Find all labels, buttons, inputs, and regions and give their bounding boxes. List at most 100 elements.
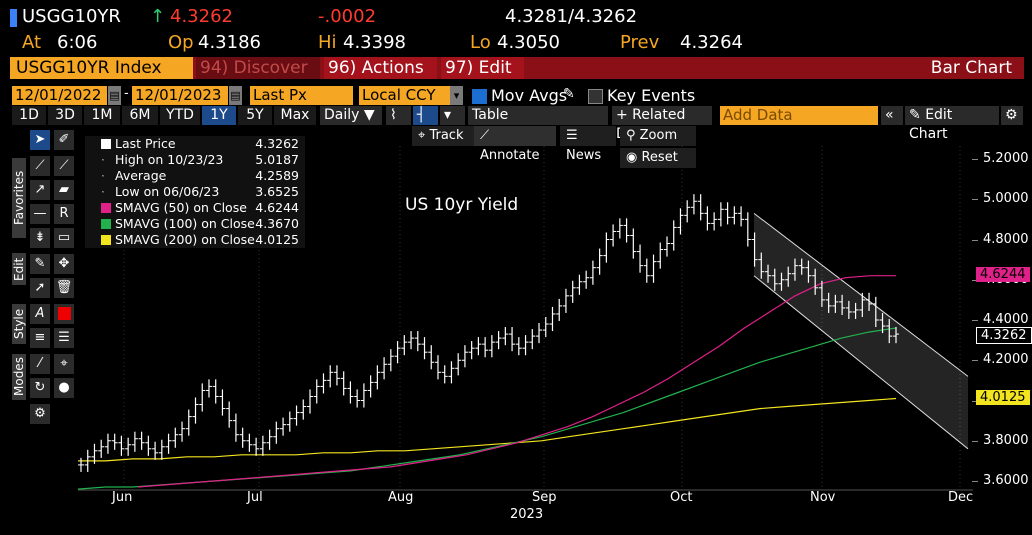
fib-icon[interactable]: ⇟	[30, 228, 50, 248]
currency-select[interactable]: Local CCY	[359, 86, 450, 105]
legend-label: Low on 06/06/23	[115, 184, 220, 199]
price-bar	[522, 335, 529, 356]
settings-icon[interactable]: ⚙	[30, 404, 50, 424]
line-style-icon[interactable]: ☰	[54, 328, 74, 348]
legend-label: SMAVG (50) on Close	[115, 200, 247, 215]
trash-icon[interactable]: 🗑	[54, 278, 74, 298]
legend-value: 5.0187	[255, 152, 299, 167]
text-icon[interactable]: R	[54, 204, 74, 224]
net-change: -.0002	[318, 6, 377, 27]
x-year-label: 2023	[510, 507, 544, 522]
refresh-icon[interactable]: ↻	[30, 378, 50, 398]
price-bar	[825, 292, 832, 313]
price-chart[interactable]	[78, 126, 973, 526]
annotate-button[interactable]: ⟋ Annotate	[474, 126, 556, 163]
caret-down-icon[interactable]: ▾	[450, 86, 463, 105]
price-bar	[428, 345, 435, 370]
cursor-icon[interactable]: ➤	[30, 130, 50, 150]
price-bar	[690, 194, 697, 215]
legend-label: High on 10/23/23	[115, 152, 224, 167]
legend-marker-icon: ·	[101, 153, 105, 167]
period-6m[interactable]: 6M	[122, 106, 158, 125]
start-date-field[interactable]: 12/01/2022	[12, 86, 107, 105]
calendar-icon[interactable]: ▤	[229, 86, 242, 105]
calendar-icon[interactable]: ▤	[108, 86, 121, 105]
field-select[interactable]: Last Px	[250, 86, 353, 105]
table-button[interactable]: Table	[468, 106, 608, 125]
open-label: Op	[168, 32, 194, 53]
pencil-icon[interactable]: ✎	[563, 86, 575, 102]
frequency-select[interactable]: Daily ▼	[320, 106, 382, 125]
arrow-line-icon[interactable]: ↗	[30, 180, 50, 200]
price-bar	[542, 316, 549, 338]
low-label: Lo	[470, 32, 491, 53]
zoom-label: Zoom	[639, 128, 678, 143]
period-1d[interactable]: 1D	[12, 106, 46, 125]
lasso-icon[interactable]: ⁄	[30, 354, 50, 374]
y-value-tag: 4.0125	[976, 389, 1030, 405]
price-bar	[731, 206, 738, 225]
legend-label: Last Price	[115, 136, 176, 151]
add-data-field[interactable]: Add Data	[720, 106, 878, 125]
legend-value: 4.2589	[255, 168, 299, 183]
period-1m[interactable]: 1M	[84, 106, 120, 125]
style-tab[interactable]: Style	[12, 304, 26, 344]
price-bar	[704, 206, 711, 231]
favorites-tab[interactable]: Favorites	[12, 158, 26, 238]
line-chart-icon[interactable]: ⌇	[386, 106, 411, 125]
color-icon[interactable]	[54, 304, 74, 324]
legend-value: 4.6244	[255, 200, 299, 215]
select-icon[interactable]: ➚	[30, 278, 50, 298]
trendline-icon[interactable]: ⟋	[30, 156, 50, 176]
legend-item: SMAVG (50) on Close 4.6244	[85, 200, 305, 216]
legend-marker-icon: ·	[101, 185, 105, 199]
bar-chart-icon[interactable]: ┤	[413, 106, 438, 125]
ray-icon[interactable]: ⟋	[54, 156, 74, 176]
price-bar	[259, 435, 266, 456]
chart-type-caret-icon[interactable]: ▾	[440, 106, 465, 125]
font-icon[interactable]: A	[30, 304, 50, 324]
price-bar	[616, 218, 623, 239]
horizontal-line-icon[interactable]: —	[30, 204, 50, 224]
edit-menu[interactable]: 97) Edit ▾	[441, 57, 524, 100]
price-bar	[152, 441, 159, 460]
period-max[interactable]: Max	[274, 106, 316, 125]
edit-chart-button[interactable]: ✎ Edit Chart	[905, 106, 999, 142]
edit-tab[interactable]: Edit	[12, 253, 26, 285]
period-5y[interactable]: 5Y	[238, 106, 272, 125]
period-ytd[interactable]: YTD	[160, 106, 200, 125]
rectangle-icon[interactable]: ▭	[54, 228, 74, 248]
price-bar	[475, 337, 482, 356]
line-weight-icon[interactable]: ≡	[30, 328, 50, 348]
modes-tab[interactable]: Modes	[12, 354, 26, 400]
move-icon[interactable]: ✥	[54, 254, 74, 274]
news-button[interactable]: ☰ News	[560, 126, 616, 163]
price-bar	[98, 439, 105, 458]
collapse-icon[interactable]: «	[881, 106, 903, 125]
legend-item: · Low on 06/06/23 3.6525	[85, 184, 305, 200]
period-1y[interactable]: 1Y	[202, 106, 236, 125]
pen-icon[interactable]: ✐	[54, 130, 74, 150]
price-bar	[509, 327, 516, 352]
period-3d[interactable]: 3D	[48, 106, 82, 125]
zoom-button[interactable]: ⚲ Zoom	[620, 126, 696, 146]
price-bar	[145, 435, 152, 456]
ticker: USGG10YR	[22, 6, 121, 27]
news-label: News	[566, 148, 602, 163]
discover-menu[interactable]: 94) Discover ▾	[196, 57, 320, 100]
end-date-field[interactable]: 12/01/2023	[132, 86, 228, 105]
y-tick-label: 5.2000	[983, 151, 1029, 166]
actions-menu[interactable]: 96) Actions ▾	[324, 57, 437, 100]
related-data-button[interactable]: + Related Dat	[612, 106, 712, 142]
reset-button[interactable]: ◉ Reset	[620, 148, 696, 168]
palette-icon[interactable]: ●	[54, 378, 74, 398]
legend-label: SMAVG (100) on Close	[115, 216, 255, 231]
brush-icon[interactable]: ✎	[30, 254, 50, 274]
key-events-checkbox[interactable]	[588, 89, 603, 104]
crosshair-icon[interactable]: ⌖	[54, 354, 74, 374]
channel-icon[interactable]: ▰	[54, 180, 74, 200]
security-field[interactable]: USGG10YR Index	[10, 57, 193, 79]
gear-icon[interactable]: ⚙	[1001, 106, 1023, 125]
mov-avgs-checkbox[interactable]	[472, 89, 487, 104]
price-bar	[610, 224, 617, 247]
